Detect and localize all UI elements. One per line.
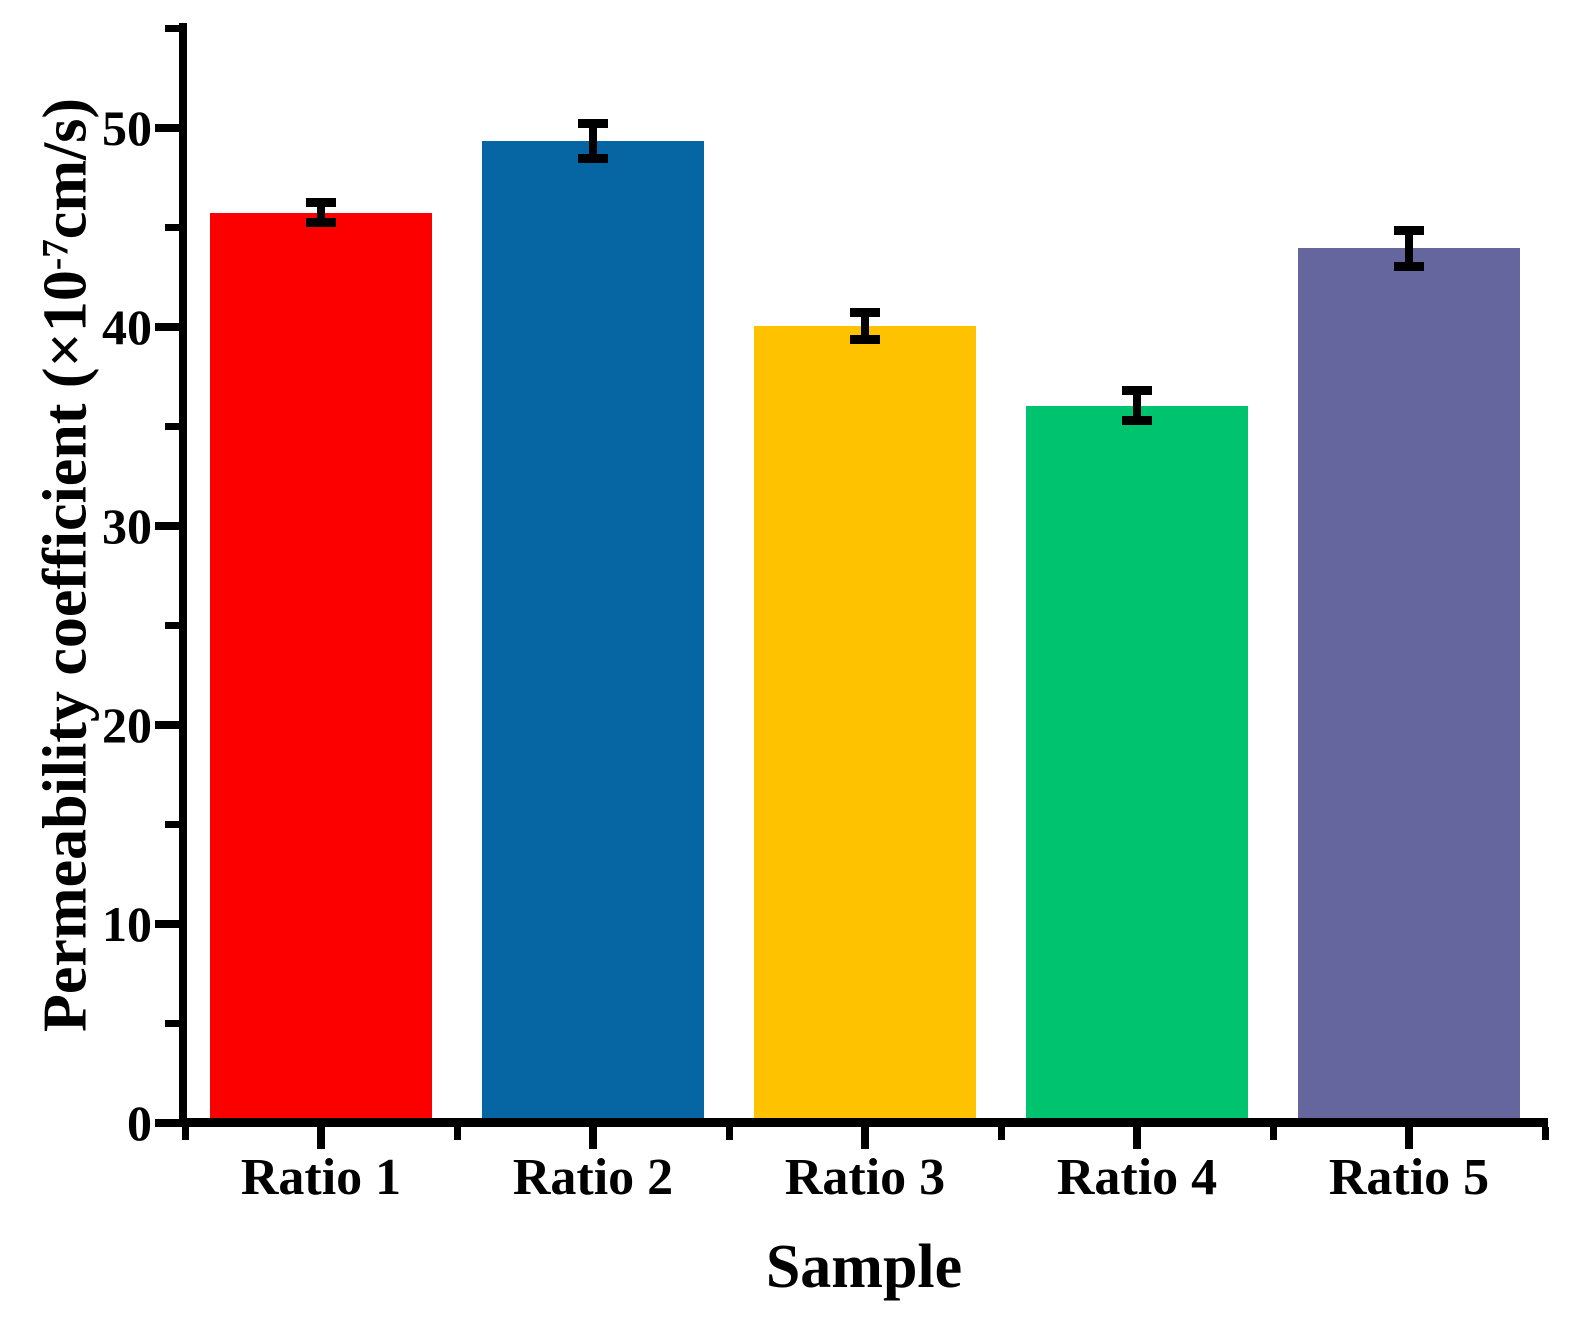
error-bar-cap-top	[1122, 386, 1152, 396]
error-bar-cap-bottom	[306, 218, 336, 227]
error-bar-line	[589, 123, 597, 159]
y-minor-tick	[165, 223, 179, 231]
x-major-tick	[1405, 1127, 1413, 1149]
error-bar-cap-bottom	[578, 154, 608, 164]
y-minor-tick	[165, 24, 179, 32]
x-minor-tick	[1269, 1127, 1277, 1140]
error-bar-line	[861, 312, 869, 340]
y-major-tick	[155, 720, 179, 729]
y-major-tick	[155, 123, 179, 132]
error-bar-cap-top	[850, 307, 880, 317]
y-minor-tick	[165, 820, 179, 828]
x-major-tick	[861, 1127, 869, 1149]
bar-ratio-4	[1026, 405, 1248, 1118]
bar-ratio-1	[210, 212, 432, 1118]
error-bar-cap-top	[306, 198, 336, 208]
x-axis-title: Sample	[765, 1233, 963, 1301]
y-axis-spine	[179, 23, 187, 1127]
y-tick-label: 10	[102, 895, 152, 952]
x-tick-label-ratio-3: Ratio 3	[784, 1149, 946, 1206]
y-major-tick	[155, 1118, 179, 1127]
error-bar-line	[317, 202, 325, 223]
error-bar-cap-bottom	[1122, 416, 1152, 425]
bar-ratio-5	[1298, 248, 1520, 1118]
y-major-tick	[155, 521, 179, 530]
error-bar-line	[1133, 390, 1141, 421]
y-minor-tick	[165, 422, 179, 430]
x-tick-label-ratio-5: Ratio 5	[1328, 1149, 1490, 1206]
y-tick-label: 0	[127, 1094, 152, 1151]
y-major-tick	[155, 322, 179, 331]
x-tick-label-ratio-4: Ratio 4	[1056, 1149, 1218, 1206]
x-minor-tick	[453, 1127, 461, 1140]
error-bar-cap-bottom	[1394, 261, 1424, 271]
y-tick-label: 20	[102, 696, 152, 753]
error-bar-line	[1405, 230, 1413, 267]
bar-ratio-2	[482, 140, 704, 1118]
x-axis-line	[179, 1118, 1548, 1127]
x-tick-label-ratio-2: Ratio 2	[512, 1149, 674, 1206]
x-minor-tick	[1541, 1127, 1549, 1140]
y-tick-label: 40	[102, 298, 152, 355]
x-tick-label-ratio-1: Ratio 1	[240, 1149, 402, 1206]
x-minor-tick	[997, 1127, 1005, 1140]
error-bar-cap-top	[1394, 225, 1424, 235]
y-major-tick	[155, 919, 179, 928]
y-tick-label: 50	[102, 99, 152, 156]
x-major-tick	[589, 1127, 597, 1149]
error-bar-cap-top	[578, 118, 608, 128]
x-major-tick	[1133, 1127, 1141, 1149]
bar-ratio-3	[754, 325, 976, 1118]
x-minor-tick	[181, 1127, 189, 1140]
error-bar-cap-bottom	[850, 335, 880, 345]
x-major-tick	[317, 1127, 325, 1149]
y-minor-tick	[165, 621, 179, 629]
x-minor-tick	[725, 1127, 733, 1140]
y-minor-tick	[165, 1019, 179, 1027]
y-tick-label: 30	[102, 497, 152, 554]
